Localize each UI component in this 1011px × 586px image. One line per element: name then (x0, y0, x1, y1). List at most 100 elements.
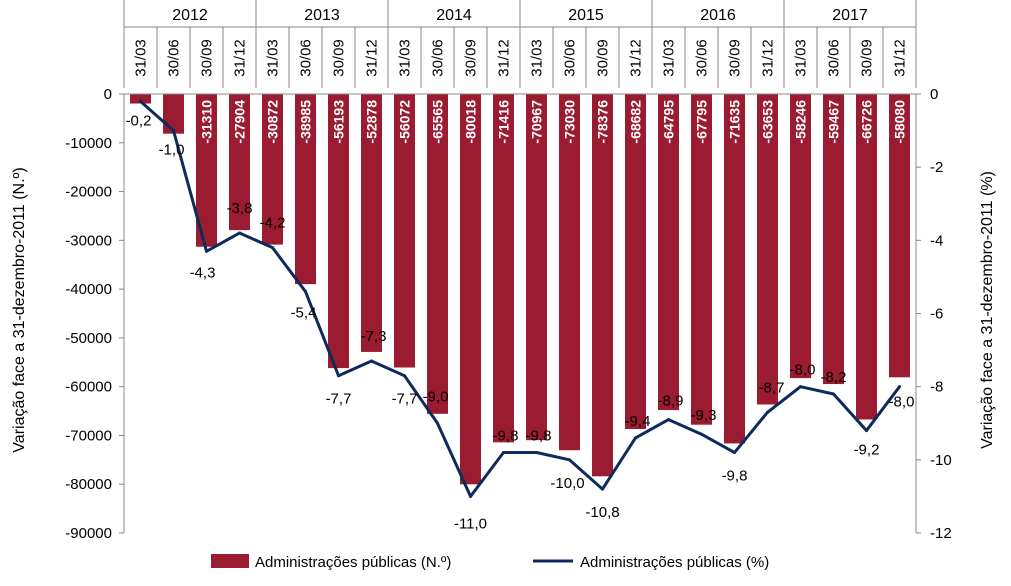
left-tick-label: -80000 (65, 476, 112, 493)
quarter-label: 31/03 (133, 39, 150, 77)
bar-value-label: -65565 (430, 100, 446, 144)
legend-label-line: Administrações públicas (%) (580, 554, 769, 571)
line-point (403, 374, 406, 378)
quarter-label: 31/12 (232, 39, 249, 77)
quarter-label: 30/06 (166, 39, 183, 77)
bar (658, 94, 679, 411)
quarter-label: 31/12 (364, 39, 381, 77)
bar-value-label: -30872 (265, 100, 281, 144)
bar-value-label: -56193 (331, 100, 347, 144)
legend: Administrações públicas (N.º) Administra… (211, 554, 769, 571)
line-point (667, 418, 670, 422)
right-axis-title: Variação face a 31-dezembro-2011 (%) (979, 171, 996, 449)
quarter-label: 30/09 (859, 39, 876, 77)
year-label: 2015 (568, 7, 604, 24)
line-point (238, 231, 241, 235)
left-axis-title: Variação face a 31-dezembro-2011 (N.º) (11, 167, 28, 452)
line-point (139, 99, 142, 103)
bar (196, 94, 217, 247)
bar-value-label: -78376 (595, 100, 611, 144)
right-y-axis: 0 -2 -4 -6 -8 -10 -12 (915, 86, 952, 542)
line-value-label: -3,8 (227, 200, 253, 217)
line-point (898, 385, 901, 389)
line-point (370, 359, 373, 363)
right-tick-label: -4 (930, 232, 943, 249)
quarter-labels: 31/03 30/06 30/09 31/12 31/03 30/06 30/09 31/12… (133, 39, 909, 77)
quarter-label: 31/03 (661, 39, 678, 77)
bar (262, 94, 283, 245)
quarter-label: 31/03 (793, 39, 810, 77)
quarter-label: 30/06 (694, 39, 711, 77)
bar (889, 94, 910, 378)
bar-value-label: -66726 (859, 100, 875, 144)
year-labels: 2012 2013 2014 2015 2016 2017 (172, 7, 868, 24)
bar-value-label: -70967 (529, 100, 545, 144)
quarter-label: 30/06 (562, 39, 579, 77)
line-value-label: -8,7 (759, 379, 785, 396)
bar-value-label: -64795 (661, 100, 677, 144)
bar (691, 94, 712, 425)
line-value-labels: -0,2 -1,0 -4,3 -3,8 -4,2 -5,4 -7,7 -7,3 -7,7 -9,0… (126, 112, 915, 532)
quarter-label: 31/12 (760, 39, 777, 77)
quarter-label: 30/09 (331, 39, 348, 77)
right-tick-label: -2 (930, 159, 943, 176)
quarter-label: 30/06 (826, 39, 843, 77)
line-value-label: -5,4 (291, 305, 317, 322)
line-value-label: -9,4 (625, 413, 651, 430)
quarter-label: 30/09 (463, 39, 480, 77)
left-tick-label: -90000 (65, 525, 112, 542)
line-value-label: -4,3 (190, 264, 216, 281)
bar-value-label: -68682 (628, 100, 644, 144)
bar (460, 94, 481, 485)
left-tick-label: -50000 (65, 330, 112, 347)
bar (559, 94, 580, 451)
line-point (832, 392, 835, 396)
left-tick-label: -30000 (65, 232, 112, 249)
bar-value-labels: -31310 -27904 -30872 -38985 -56193 -52878 -560… (199, 100, 908, 144)
bar-value-label: -71416 (496, 100, 512, 144)
year-label: 2012 (172, 7, 208, 24)
period-header-grid (123, 0, 917, 88)
bar (592, 94, 613, 477)
bar (163, 94, 184, 134)
line-value-label: -9,8 (722, 468, 748, 485)
line-point (535, 451, 538, 455)
left-y-axis: 0 -10000 -20000 -30000 -40000 -50000 -60000 -70… (65, 86, 125, 542)
line-value-label: -10,0 (550, 475, 584, 492)
line-series (139, 99, 901, 498)
line-point (766, 410, 769, 414)
line-value-label: -8,9 (658, 393, 684, 410)
line-point (469, 494, 472, 498)
bar-value-label: -31310 (199, 100, 215, 144)
line-point (601, 487, 604, 491)
bar (493, 94, 514, 443)
line-value-label: -11,0 (454, 515, 487, 532)
year-label: 2017 (832, 7, 868, 24)
bar (823, 94, 844, 385)
line-value-label: -8,2 (821, 369, 847, 386)
line-point (172, 129, 175, 133)
line-value-label: -4,2 (260, 215, 286, 232)
left-tick-label: 0 (104, 86, 112, 103)
left-tick-label: -10000 (65, 135, 112, 152)
year-label: 2014 (436, 7, 472, 24)
quarter-label: 31/12 (496, 39, 513, 77)
line-point (205, 249, 208, 253)
year-label: 2016 (700, 7, 736, 24)
line-point (271, 246, 274, 250)
right-tick-label: -12 (930, 525, 952, 542)
line-value-label: -9,0 (423, 388, 449, 405)
bar-series (124, 93, 916, 485)
bar-value-label: -58080 (892, 100, 908, 144)
bar (625, 94, 646, 430)
line-point (337, 374, 340, 378)
bar (229, 94, 250, 231)
bar-value-label: -52878 (364, 100, 380, 144)
quarter-label: 30/06 (298, 39, 315, 77)
right-tick-label: -8 (930, 379, 943, 396)
line-value-label: -1,0 (159, 142, 185, 159)
bar-value-label: -63653 (760, 100, 776, 144)
quarter-label: 31/03 (529, 39, 546, 77)
line-value-label: -9,8 (493, 428, 519, 445)
line-point (634, 436, 637, 440)
